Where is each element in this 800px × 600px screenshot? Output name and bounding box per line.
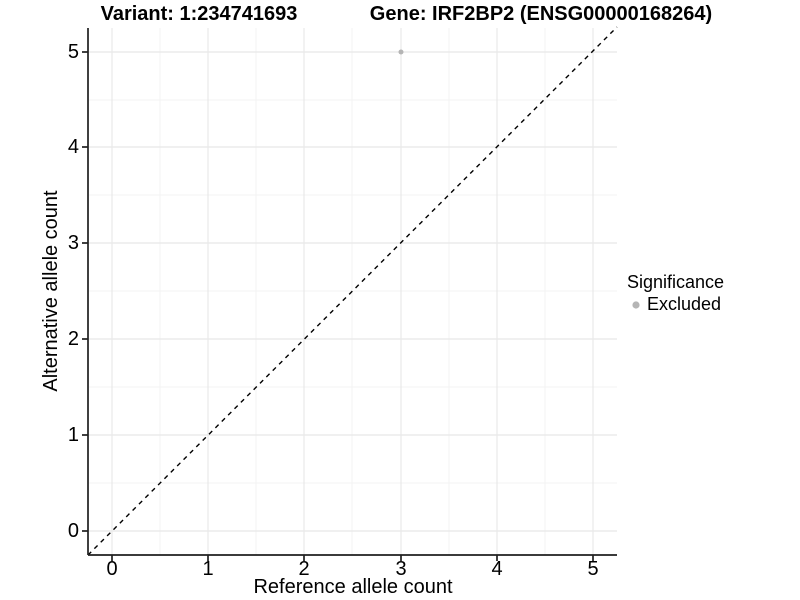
x-tick-label: 1 (202, 558, 214, 580)
x-tick-label: 2 (298, 558, 310, 580)
legend-title: Significance (627, 272, 725, 292)
minor-gridlines (88, 28, 617, 555)
y-tick-label: 1 (67, 424, 79, 446)
legend: Significance Excluded (627, 271, 724, 315)
major-gridlines (88, 28, 617, 555)
tick-marks (82, 51, 594, 561)
x-tick-label: 0 (106, 558, 118, 580)
x-tick-label: 5 (587, 558, 599, 580)
x-tick-label: 3 (395, 558, 407, 580)
axis-lines (87, 28, 617, 556)
legend-key (627, 295, 645, 313)
plot-title-gene: Gene: IRF2BP2 (ENSG00000168264) (369, 3, 713, 25)
x-tick-label: 4 (491, 558, 503, 580)
legend-item-excluded: Excluded (627, 293, 724, 315)
y-axis-title: Alternative allele count (40, 190, 62, 392)
y-tick-label: 2 (67, 328, 79, 350)
x-axis-title: Reference allele count (253, 576, 453, 598)
y-tick-label: 0 (67, 520, 79, 542)
y-tick-label: 4 (67, 136, 79, 158)
plot-title-variant: Variant: 1:234741693 (100, 3, 298, 25)
legend-item-label: Excluded (647, 294, 722, 314)
identity-line (87, 26, 618, 556)
y-tick-label: 5 (67, 41, 79, 63)
excluded-point-icon (632, 301, 640, 309)
y-tick-label: 3 (67, 232, 79, 254)
data-point (398, 49, 404, 55)
